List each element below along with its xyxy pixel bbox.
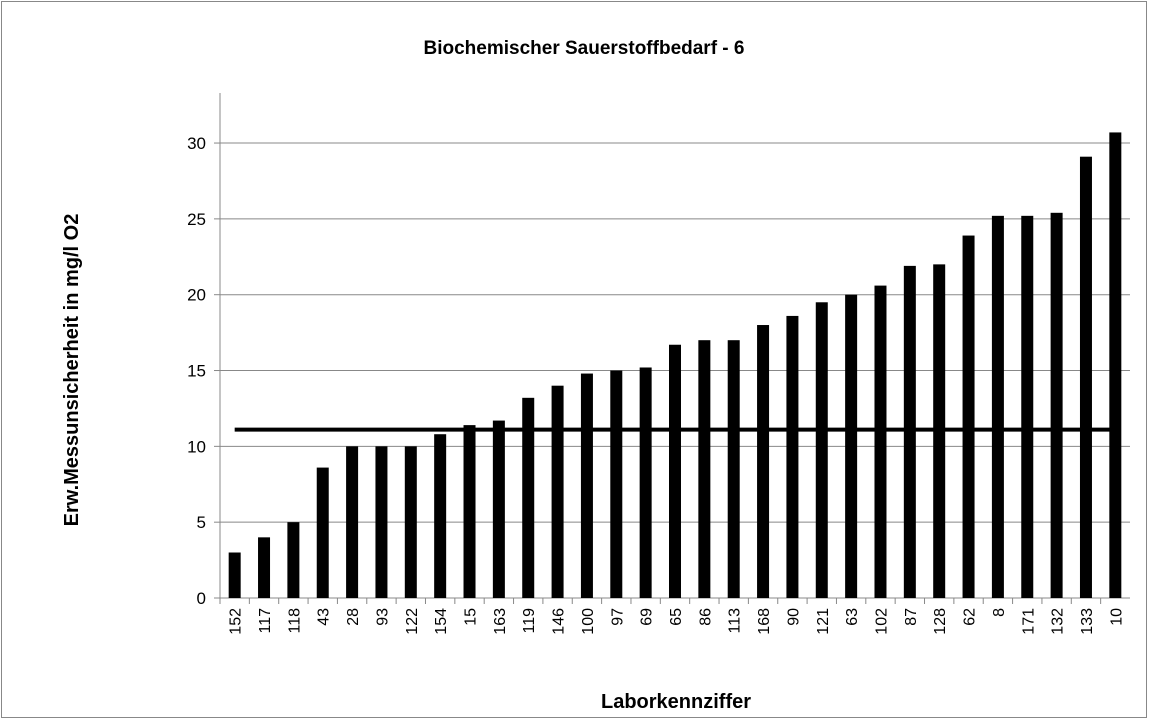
x-tick-label: 102 bbox=[873, 608, 890, 635]
bar bbox=[375, 446, 388, 598]
x-tick-label: 121 bbox=[815, 608, 832, 635]
bar bbox=[492, 420, 505, 598]
x-tick-label: 90 bbox=[785, 608, 802, 626]
y-tick-label: 5 bbox=[197, 513, 206, 532]
bar bbox=[639, 367, 652, 598]
x-tick-label: 65 bbox=[668, 608, 685, 626]
y-tick-label: 25 bbox=[187, 210, 206, 229]
x-axis-label: Laborkennziffer bbox=[601, 691, 751, 713]
bar bbox=[991, 215, 1004, 599]
x-tick-label: 93 bbox=[374, 608, 391, 626]
x-tick-label: 146 bbox=[551, 608, 568, 635]
x-tick-label: 154 bbox=[433, 608, 450, 635]
x-tick-label: 133 bbox=[1079, 608, 1096, 635]
bar bbox=[434, 434, 447, 598]
bar bbox=[522, 397, 535, 598]
x-tick-label: 8 bbox=[991, 608, 1008, 617]
x-tick-label: 163 bbox=[492, 608, 509, 635]
x-tick-label: 132 bbox=[1050, 608, 1067, 635]
x-tick-label: 15 bbox=[463, 608, 480, 626]
x-tick-label: 28 bbox=[345, 608, 362, 626]
x-tick-label: 117 bbox=[257, 608, 274, 634]
x-tick-label: 113 bbox=[727, 608, 744, 634]
x-tick-label: 128 bbox=[932, 608, 949, 635]
bar bbox=[669, 344, 681, 598]
x-tick-label: 86 bbox=[697, 608, 714, 626]
bar bbox=[698, 340, 711, 598]
bar bbox=[610, 370, 623, 598]
x-tick-label: 122 bbox=[404, 608, 421, 635]
y-axis-label: Erw.Messunsicherheit in mg/l O2 bbox=[61, 214, 83, 527]
x-tick-label: 10 bbox=[1108, 608, 1125, 626]
bar bbox=[287, 522, 300, 598]
bar bbox=[815, 302, 828, 598]
y-tick-label: 0 bbox=[197, 589, 206, 608]
x-tick-label: 118 bbox=[286, 608, 303, 634]
chart-title: Biochemischer Sauerstoffbedarf - 6 bbox=[424, 38, 745, 59]
bar bbox=[962, 235, 975, 598]
bar bbox=[316, 467, 329, 598]
x-tick-label: 97 bbox=[609, 608, 626, 626]
x-tick-label: 69 bbox=[639, 608, 656, 626]
x-tick-label: 43 bbox=[316, 608, 333, 626]
x-tick-label: 152 bbox=[228, 608, 245, 635]
bar bbox=[551, 385, 564, 598]
bar bbox=[346, 446, 359, 598]
bar bbox=[1050, 212, 1063, 598]
bar bbox=[463, 425, 476, 598]
bar bbox=[786, 315, 799, 598]
bar bbox=[228, 552, 241, 598]
bar bbox=[903, 265, 916, 598]
bar bbox=[1109, 132, 1122, 598]
bar bbox=[580, 373, 593, 598]
bar bbox=[727, 340, 740, 598]
x-tick-label: 63 bbox=[844, 608, 861, 626]
bar bbox=[404, 446, 417, 598]
x-tick-label: 100 bbox=[580, 608, 597, 635]
bar bbox=[757, 325, 770, 598]
bar bbox=[1079, 156, 1092, 598]
y-tick-label: 30 bbox=[187, 134, 206, 153]
y-tick-label: 15 bbox=[187, 362, 206, 381]
bar bbox=[845, 294, 858, 598]
bar bbox=[874, 285, 887, 598]
x-tick-label: 119 bbox=[521, 608, 538, 634]
y-tick-label: 20 bbox=[187, 286, 206, 305]
x-tick-label: 171 bbox=[1020, 608, 1037, 635]
x-tick-label: 62 bbox=[962, 608, 979, 626]
x-tick-label: 168 bbox=[756, 608, 773, 635]
bar bbox=[1021, 215, 1034, 599]
bar bbox=[258, 537, 271, 598]
x-tick-label: 87 bbox=[903, 608, 920, 626]
y-tick-label: 10 bbox=[187, 437, 206, 456]
